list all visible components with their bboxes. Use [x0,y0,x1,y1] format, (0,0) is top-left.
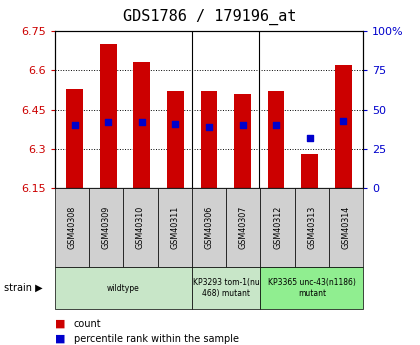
Bar [335,65,352,188]
Text: ■: ■ [55,334,65,344]
Text: KP3365 unc-43(n1186)
mutant: KP3365 unc-43(n1186) mutant [268,278,356,298]
Point [239,122,246,128]
Point [206,124,213,130]
Point [105,119,112,125]
Bar [167,91,184,188]
Point [306,135,313,140]
Text: ■: ■ [55,319,65,328]
Text: GSM40313: GSM40313 [307,206,316,249]
Bar [66,89,83,188]
Text: GSM40314: GSM40314 [341,206,351,249]
Text: strain ▶: strain ▶ [4,283,43,293]
Point [340,118,346,123]
Text: count: count [74,319,101,328]
Point [273,122,279,128]
Text: percentile rank within the sample: percentile rank within the sample [74,334,239,344]
Point [172,121,179,126]
Bar [134,62,150,188]
Text: GSM40309: GSM40309 [102,206,110,249]
Bar [201,91,217,188]
Point [71,122,78,128]
Bar [301,154,318,188]
Bar [100,44,117,188]
Text: GDS1786 / 179196_at: GDS1786 / 179196_at [123,9,297,25]
Text: GSM40307: GSM40307 [239,206,248,249]
Bar [268,91,284,188]
Point [139,119,145,125]
Text: wildtype: wildtype [107,284,139,293]
Text: GSM40311: GSM40311 [170,206,179,249]
Text: GSM40306: GSM40306 [205,206,213,249]
Text: GSM40308: GSM40308 [67,206,76,249]
Bar [234,94,251,188]
Text: KP3293 tom-1(nu
468) mutant: KP3293 tom-1(nu 468) mutant [193,278,260,298]
Text: GSM40312: GSM40312 [273,206,282,249]
Text: GSM40310: GSM40310 [136,206,145,249]
